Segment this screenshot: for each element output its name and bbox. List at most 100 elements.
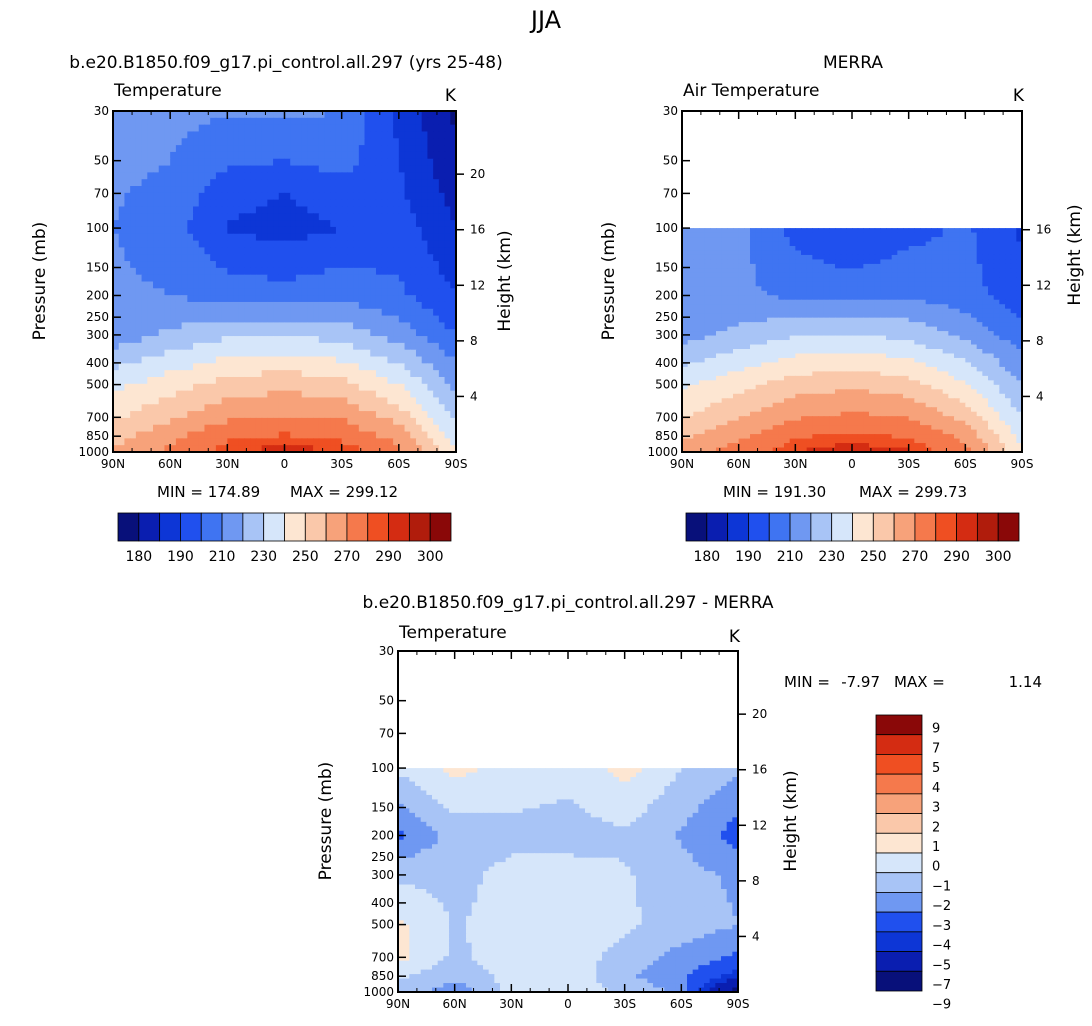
contour-cell — [221, 424, 228, 433]
contour-cell — [147, 165, 154, 173]
contour-cell — [767, 340, 774, 346]
contour-cell — [982, 237, 989, 243]
contour-cell — [364, 267, 371, 276]
contour-cell — [295, 240, 303, 248]
contour-cell — [181, 220, 188, 228]
contour-cell — [233, 165, 240, 173]
contour-cell — [124, 145, 131, 153]
contour-cell — [942, 237, 949, 243]
contour-cell — [438, 295, 446, 303]
contour-cell — [347, 349, 354, 358]
contour-cell — [393, 151, 400, 160]
contour-cell — [999, 228, 1006, 234]
contour-cell — [347, 165, 354, 173]
contour-cell — [313, 438, 320, 446]
contour-cell — [738, 299, 745, 305]
contour-cell — [170, 111, 177, 119]
contour-cell — [335, 274, 343, 283]
contour-cell — [835, 250, 842, 256]
contour-cell — [193, 336, 200, 344]
contour-cell — [381, 295, 388, 303]
contour-cell — [135, 315, 143, 324]
contour-cell — [244, 206, 251, 214]
contour-cell — [959, 286, 966, 292]
y-right-tick-label: 12 — [470, 278, 485, 292]
contour-cell — [261, 390, 268, 399]
contour-cell — [244, 342, 251, 351]
contour-cell — [444, 240, 451, 248]
contour-cell — [438, 247, 446, 255]
contour-cell — [795, 357, 802, 364]
contour-cell — [347, 220, 354, 228]
contour-cell — [835, 313, 842, 319]
contour-cell — [318, 342, 326, 351]
contour-cell — [908, 349, 915, 355]
contour-cell — [187, 397, 194, 405]
contour-cell — [404, 213, 411, 221]
contour-cell — [772, 281, 779, 287]
contour-cell — [778, 259, 785, 265]
contour-cell — [393, 206, 400, 214]
contour-cell — [801, 241, 808, 247]
contour-cell — [358, 172, 366, 180]
contour-cell — [1010, 246, 1017, 252]
contour-cell — [113, 411, 120, 419]
colorbar-box — [304, 512, 327, 542]
contour-cell — [113, 376, 120, 385]
contour-cell — [415, 342, 423, 351]
contour-cell — [1010, 299, 1017, 305]
contour-cell — [886, 277, 893, 283]
y-right-tick-label: 20 — [470, 167, 485, 181]
contour-cell — [444, 445, 451, 453]
contour-cell — [318, 349, 326, 358]
contour-cell — [795, 250, 802, 256]
contour-cell — [273, 322, 280, 330]
contour-cell — [693, 335, 700, 341]
contour-cell — [278, 206, 286, 214]
contour-cell — [937, 295, 944, 301]
contour-cell — [891, 259, 898, 265]
contour-cell — [210, 158, 217, 167]
contour-cell — [738, 366, 745, 372]
contour-cell — [318, 213, 326, 221]
contour-cell — [353, 336, 360, 344]
contour-cell — [404, 138, 411, 146]
contour-cell — [937, 362, 944, 368]
contour-cell — [942, 353, 949, 359]
contour-cell — [444, 417, 451, 426]
contour-cell — [982, 317, 989, 323]
contour-cell — [290, 438, 297, 446]
contour-cell — [699, 254, 706, 261]
contour-cell — [398, 138, 406, 146]
contour-cell — [170, 220, 177, 228]
contour-cell — [398, 186, 406, 194]
contour-cell — [164, 397, 171, 405]
contour-cell — [863, 299, 870, 305]
contour-cell — [914, 326, 921, 332]
contour-cell — [135, 117, 143, 126]
contour-cell — [897, 299, 904, 305]
contour-cell — [450, 220, 457, 228]
contour-cell — [364, 226, 371, 235]
contour-cell — [198, 213, 206, 221]
contour-cell — [433, 213, 440, 221]
contour-cell — [153, 404, 160, 412]
contour-cell — [153, 329, 160, 337]
contour-cell — [1010, 272, 1017, 278]
contour-cell — [450, 288, 457, 296]
contour-cell — [937, 268, 944, 274]
contour-cell — [415, 301, 423, 310]
contour-cell — [347, 438, 354, 446]
contour-cell — [387, 315, 394, 324]
contour-cell — [1016, 308, 1023, 314]
contour-cell — [278, 186, 286, 194]
contour-cell — [330, 356, 337, 364]
contour-cell — [427, 226, 434, 235]
contour-cell — [290, 192, 297, 201]
contour-cell — [181, 431, 188, 439]
contour-cell — [823, 295, 830, 301]
contour-cell — [158, 226, 166, 235]
contour-cell — [404, 370, 411, 378]
contour-cell — [370, 261, 377, 269]
contour-cell — [778, 295, 785, 301]
